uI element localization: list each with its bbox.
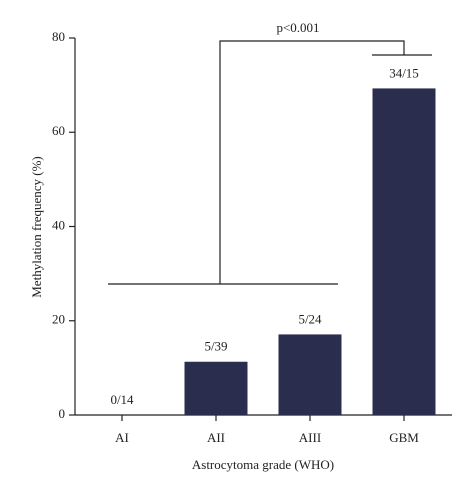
- y-tick-label: 0: [59, 406, 66, 421]
- y-tick-label: 60: [52, 123, 65, 138]
- significance-label: p<0.001: [276, 20, 319, 35]
- bar-annotation: 34/15: [389, 65, 419, 80]
- significance-bracket: [108, 40, 432, 285]
- bar-annotation: 0/14: [110, 392, 134, 407]
- bar-annotation: 5/24: [298, 311, 322, 326]
- y-tick-label: 80: [52, 29, 65, 44]
- y-tick-label: 20: [52, 312, 65, 327]
- y-tick-label: 40: [52, 217, 65, 232]
- x-tick-label: AI: [115, 430, 129, 445]
- y-axis-label: Methylation frequency (%): [29, 156, 44, 298]
- bar: [184, 361, 248, 415]
- x-axis-label: Astrocytoma grade (WHO): [192, 457, 334, 472]
- x-tick-label: GBM: [389, 430, 419, 445]
- bar: [372, 88, 436, 415]
- bar: [278, 334, 342, 415]
- x-tick-label: AIII: [299, 430, 321, 445]
- x-tick-label: AII: [207, 430, 225, 445]
- bar-annotation: 5/39: [204, 339, 227, 354]
